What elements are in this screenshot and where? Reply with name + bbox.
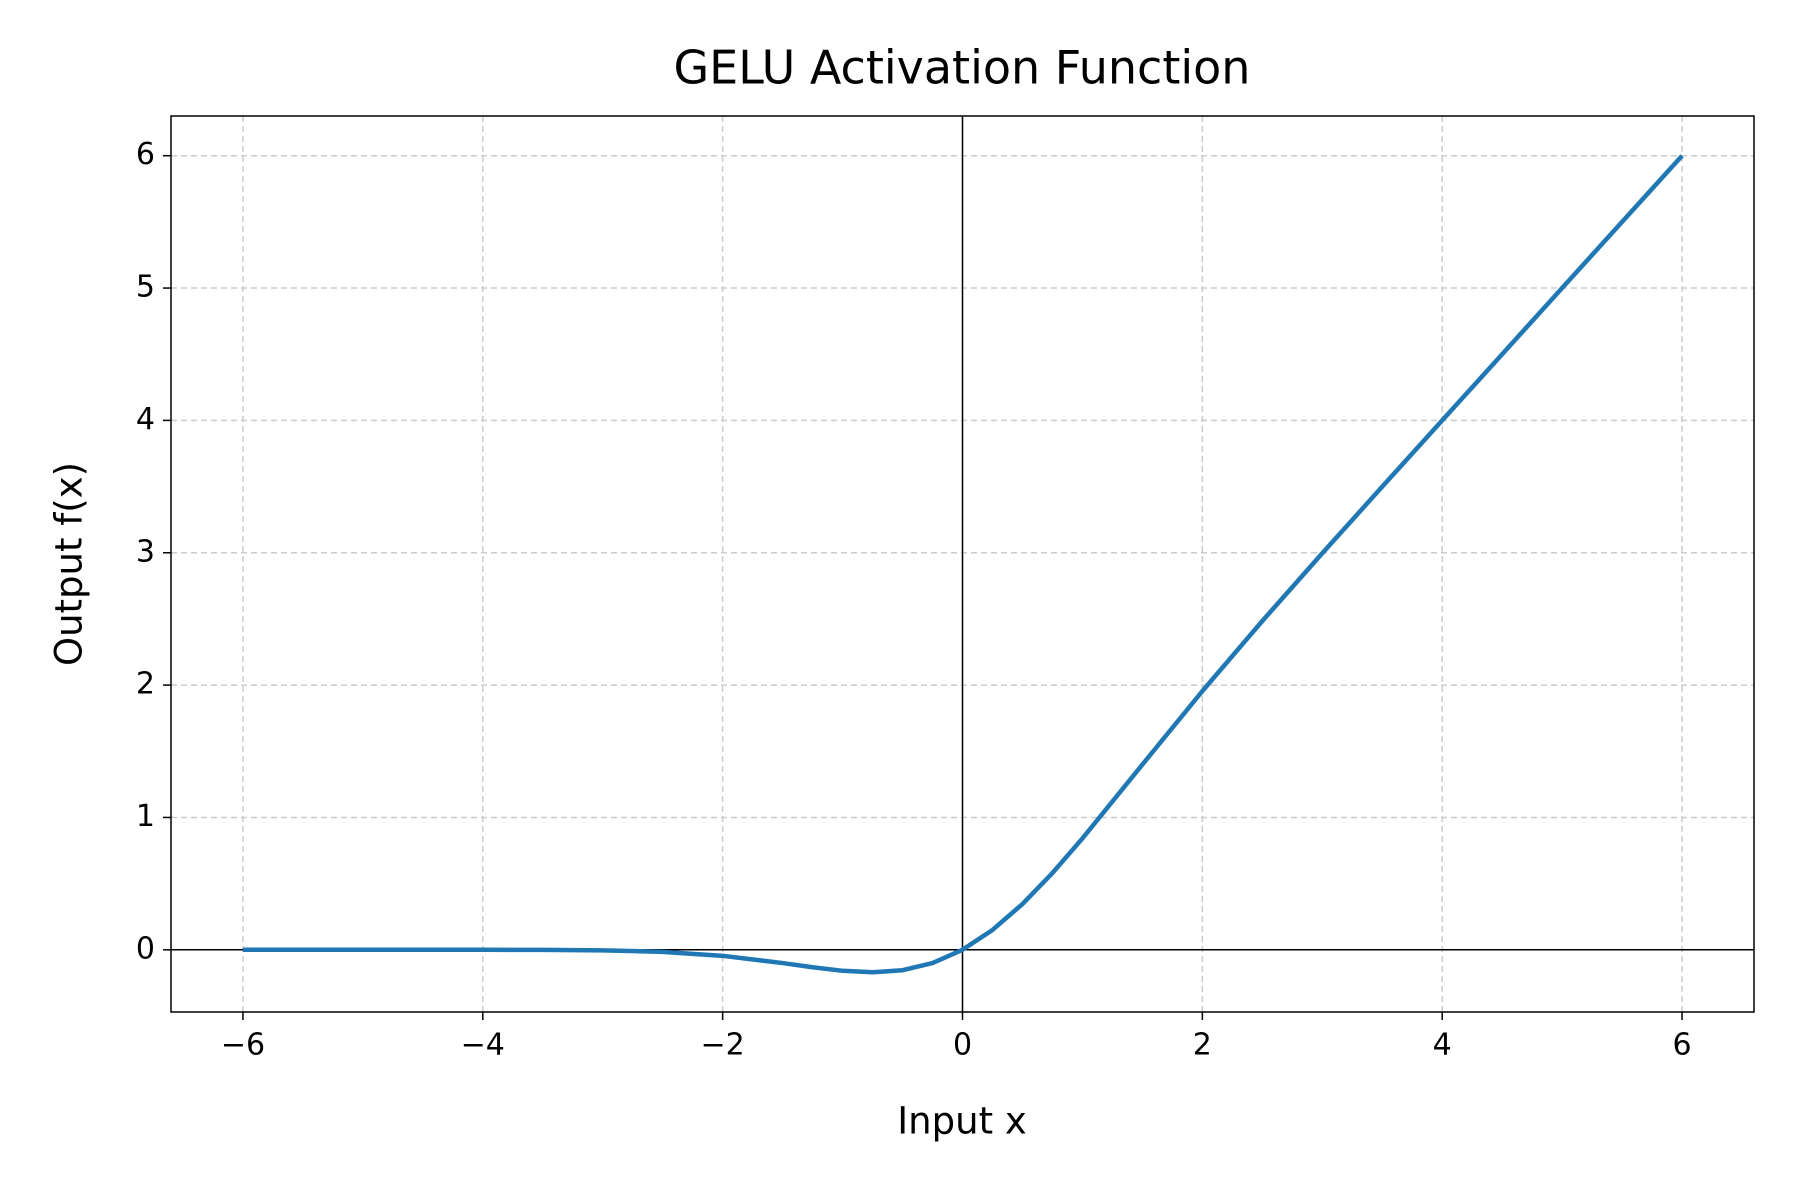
x-tick-label: −2 <box>701 1028 745 1063</box>
y-tick-label: 1 <box>136 799 155 834</box>
y-tick-label: 6 <box>136 137 155 172</box>
x-tick-label: 4 <box>1433 1028 1452 1063</box>
chart-title: GELU Activation Function <box>674 41 1251 95</box>
line <box>242 154 1684 975</box>
plot-frame <box>170 115 1755 1013</box>
y-tick-label: 5 <box>136 270 155 305</box>
y-tick-label: 2 <box>136 667 155 702</box>
x-tick-label: −6 <box>221 1028 265 1063</box>
y-axis-label: Output f(x) <box>48 462 91 666</box>
y-tick-label: 3 <box>136 534 155 569</box>
x-tick-label: 0 <box>953 1028 972 1063</box>
x-tick-label: 6 <box>1672 1028 1691 1063</box>
x-axis-label: Input x <box>897 1100 1026 1143</box>
y-tick-label: 0 <box>136 931 155 966</box>
x-tick-label: −4 <box>461 1028 505 1063</box>
y-tick-label: 4 <box>136 402 155 437</box>
x-tick-label: 2 <box>1193 1028 1212 1063</box>
